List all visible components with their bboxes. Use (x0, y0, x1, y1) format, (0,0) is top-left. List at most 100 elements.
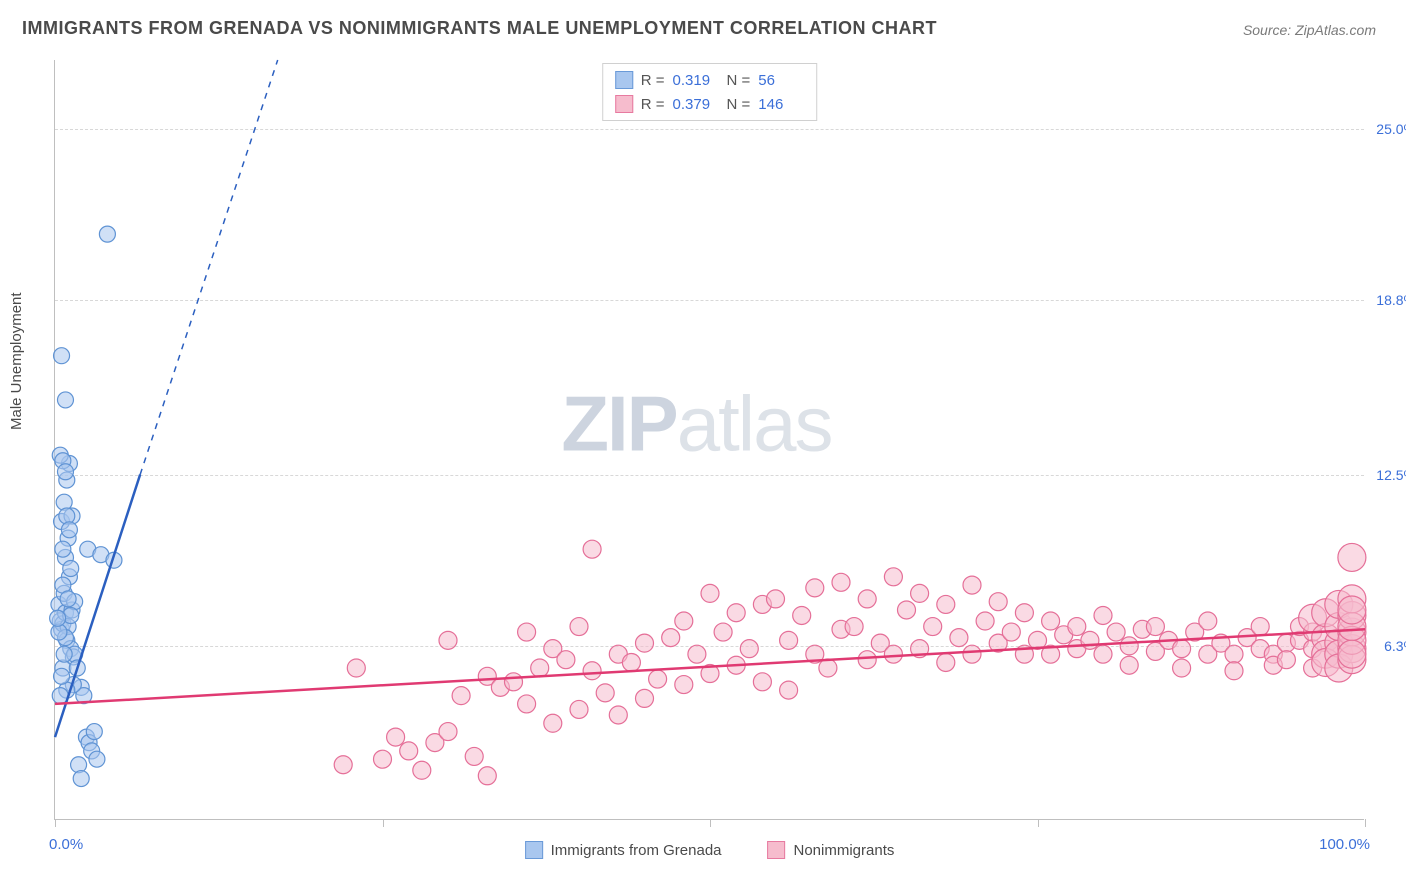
legend-stats-row-1: R = 0.319 N = 56 (615, 68, 805, 92)
data-point (557, 651, 575, 669)
data-point (518, 623, 536, 641)
data-point (544, 714, 562, 732)
data-point (989, 593, 1007, 611)
data-point (858, 590, 876, 608)
data-point (54, 348, 70, 364)
data-point (400, 742, 418, 760)
data-point (1173, 659, 1191, 677)
data-point (478, 767, 496, 785)
data-point (1015, 604, 1033, 622)
data-point (662, 629, 680, 647)
data-point (413, 761, 431, 779)
x-tick (383, 819, 384, 827)
legend-label-grenada: Immigrants from Grenada (551, 842, 722, 859)
data-point (924, 618, 942, 636)
data-point (767, 590, 785, 608)
data-point (531, 659, 549, 677)
legend-swatch-blue (525, 841, 543, 859)
source-prefix: Source: (1243, 22, 1295, 38)
scatter-svg (55, 60, 1365, 820)
data-point (780, 681, 798, 699)
data-point (753, 673, 771, 691)
data-point (570, 700, 588, 718)
data-point (1338, 640, 1366, 668)
x-tick (55, 819, 56, 827)
data-point (963, 576, 981, 594)
data-point (714, 623, 732, 641)
data-point (374, 750, 392, 768)
data-point (1042, 612, 1060, 630)
data-point (636, 689, 654, 707)
data-point (570, 618, 588, 636)
data-point (334, 756, 352, 774)
data-point (727, 604, 745, 622)
data-point (1173, 640, 1191, 658)
data-point (59, 508, 75, 524)
data-point (452, 687, 470, 705)
data-point (60, 591, 76, 607)
data-point (56, 646, 72, 662)
data-point (1002, 623, 1020, 641)
data-point (898, 601, 916, 619)
r-value: 0.319 (673, 72, 719, 89)
data-point (99, 226, 115, 242)
data-point (963, 645, 981, 663)
data-point (50, 610, 66, 626)
legend-swatch-blue (615, 71, 633, 89)
data-point (583, 540, 601, 558)
n-value: 146 (758, 96, 804, 113)
data-point (845, 618, 863, 636)
data-point (1081, 631, 1099, 649)
legend-series: Immigrants from Grenada Nonimmigrants (525, 841, 895, 859)
y-tick-label: 18.8% (1376, 292, 1406, 308)
data-point (1225, 645, 1243, 663)
x-axis-min-label: 0.0% (49, 836, 83, 853)
data-point (1120, 656, 1138, 674)
y-tick-label: 25.0% (1376, 121, 1406, 137)
data-point (1277, 651, 1295, 669)
data-point (793, 606, 811, 624)
r-label: R = (641, 72, 665, 89)
y-tick-label: 12.5% (1376, 467, 1406, 483)
legend-swatch-pink (768, 841, 786, 859)
x-tick (710, 819, 711, 827)
data-point (61, 522, 77, 538)
data-point (439, 631, 457, 649)
legend-stats-row-2: R = 0.379 N = 146 (615, 92, 805, 116)
n-value: 56 (758, 72, 804, 89)
data-point (1338, 596, 1366, 624)
data-point (73, 771, 89, 787)
data-point (1094, 606, 1112, 624)
r-value: 0.379 (673, 96, 719, 113)
data-point (740, 640, 758, 658)
data-point (1251, 618, 1269, 636)
data-point (976, 612, 994, 630)
data-point (806, 579, 824, 597)
data-point (688, 645, 706, 663)
data-point (54, 668, 70, 684)
data-point (86, 724, 102, 740)
trend-line (140, 60, 278, 475)
n-label: N = (727, 96, 751, 113)
data-point (63, 561, 79, 577)
data-point (636, 634, 654, 652)
data-point (675, 612, 693, 630)
data-point (1094, 645, 1112, 663)
x-axis-max-label: 100.0% (1319, 836, 1370, 853)
data-point (819, 659, 837, 677)
data-point (1225, 662, 1243, 680)
x-tick (1038, 819, 1039, 827)
data-point (596, 684, 614, 702)
source-name: ZipAtlas.com (1295, 22, 1376, 38)
data-point (71, 757, 87, 773)
legend-swatch-pink (615, 95, 633, 113)
data-point (57, 392, 73, 408)
data-point (937, 653, 955, 671)
data-point (465, 747, 483, 765)
data-point (583, 662, 601, 680)
data-point (937, 595, 955, 613)
data-point (439, 723, 457, 741)
data-point (1199, 612, 1217, 630)
data-point (911, 584, 929, 602)
r-label: R = (641, 96, 665, 113)
